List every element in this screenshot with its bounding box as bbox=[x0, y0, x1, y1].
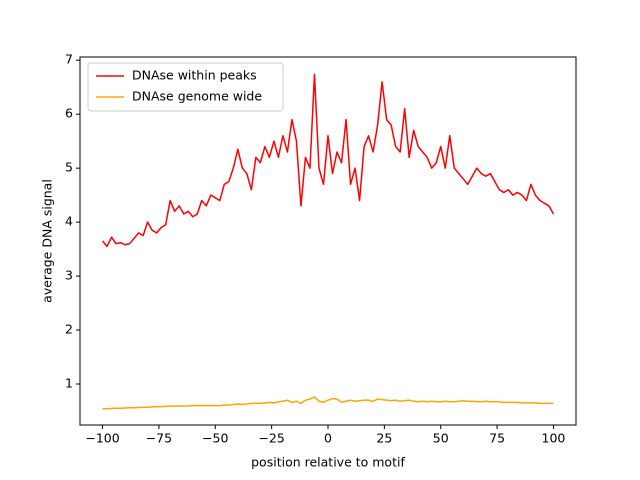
y-tick-label: 7 bbox=[65, 52, 73, 67]
data-line bbox=[102, 396, 554, 410]
x-tick-label: 50 bbox=[433, 431, 449, 446]
y-tick-label: 1 bbox=[65, 375, 73, 390]
y-tick-label: 6 bbox=[65, 106, 73, 121]
x-tick-label: −100 bbox=[85, 431, 119, 446]
x-tick-label: −75 bbox=[146, 431, 172, 446]
plot-frame bbox=[79, 56, 577, 426]
x-tick-label: −25 bbox=[258, 431, 284, 446]
x-tick-label: 25 bbox=[376, 431, 392, 446]
y-tick-label: 2 bbox=[65, 322, 73, 337]
legend-label: DNAse within peaks bbox=[132, 68, 257, 83]
y-tick-label: 3 bbox=[65, 268, 73, 283]
y-tick-label: 5 bbox=[65, 160, 73, 175]
legend-box bbox=[87, 62, 284, 112]
x-tick-label: −50 bbox=[202, 431, 228, 446]
x-tick-label: 100 bbox=[542, 431, 566, 446]
y-tick-label: 4 bbox=[65, 214, 73, 229]
x-tick-label: 0 bbox=[324, 431, 332, 446]
data-line bbox=[101, 73, 555, 248]
legend-label: DNAse genome wide bbox=[132, 89, 262, 104]
x-axis-label: position relative to motif bbox=[251, 455, 405, 470]
y-axis-label: average DNA signal bbox=[40, 179, 55, 303]
x-tick-label: 75 bbox=[489, 431, 505, 446]
